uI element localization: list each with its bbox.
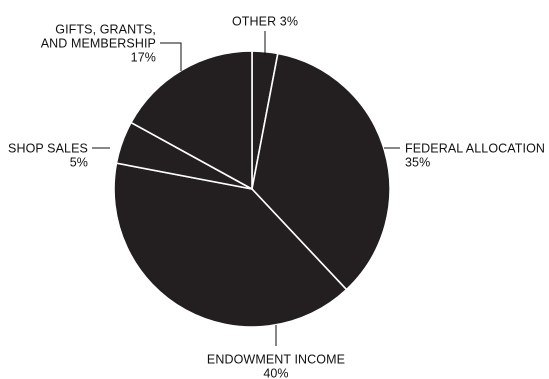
slice-label-line: 5% bbox=[70, 156, 88, 170]
slice-label-line: GIFTS, GRANTS, bbox=[55, 23, 156, 37]
slice-label-line: FEDERAL ALLOCATION bbox=[405, 142, 545, 156]
pie-slice-federal-allocation bbox=[251, 52, 391, 291]
slice-label-federal-allocation: FEDERAL ALLOCATION 35% bbox=[405, 142, 545, 170]
pie-slices bbox=[113, 50, 391, 328]
slice-label-shop-sales: SHOP SALES 5% bbox=[8, 142, 88, 170]
slice-label-line: SHOP SALES bbox=[8, 142, 88, 156]
slice-label-line: ENDOWMENT INCOME bbox=[207, 353, 345, 367]
slice-label-line: 35% bbox=[405, 156, 430, 170]
leader-line-gifts-grants-and-membership bbox=[160, 42, 182, 71]
slice-label-line: AND MEMBERSHIP bbox=[41, 37, 156, 51]
pie-slice-endowment-income bbox=[113, 162, 348, 328]
slice-labels: OTHER 3% FEDERAL ALLOCATION 35% ENDOWMENT I… bbox=[8, 15, 545, 379]
slice-label-line: 17% bbox=[131, 51, 156, 65]
leader-lines bbox=[92, 31, 400, 346]
slice-label-line: OTHER 3% bbox=[232, 15, 298, 29]
slice-label-line: 40% bbox=[263, 367, 288, 379]
slice-label-gifts-grants-and-membership: GIFTS, GRANTS, AND MEMBERSHIP 17% bbox=[41, 23, 156, 65]
slice-label-other: OTHER 3% bbox=[232, 15, 298, 29]
slice-label-endowment-income: ENDOWMENT INCOME 40% bbox=[207, 353, 345, 379]
pie-slice-gifts-grants-and-membership bbox=[130, 50, 253, 190]
